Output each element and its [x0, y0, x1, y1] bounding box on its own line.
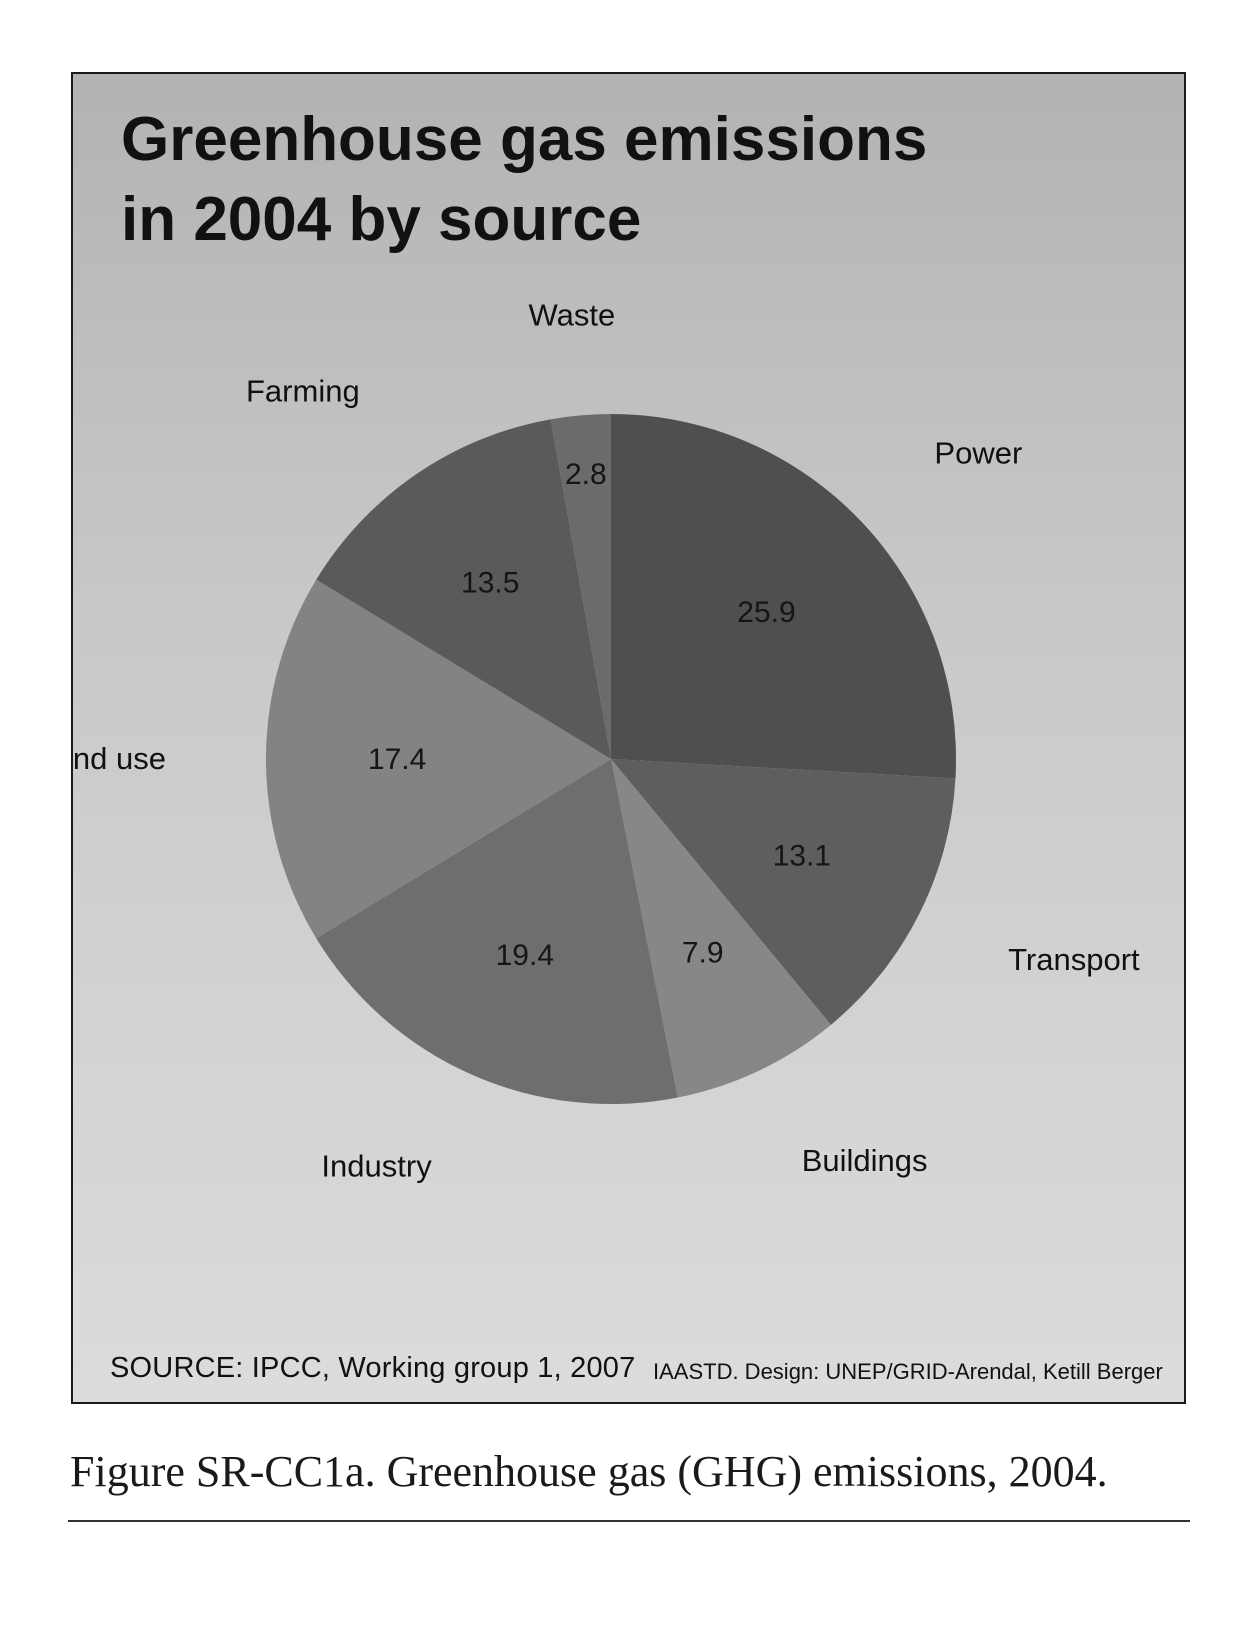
slice-value-label-power: 25.9: [737, 596, 795, 629]
source-note: SOURCE: IPCC, Working group 1, 2007: [110, 1352, 636, 1384]
slice-category-label-buildings: Buildings: [802, 1143, 928, 1178]
slice-category-label-land-use: Land use: [73, 741, 166, 776]
chart-title-line-2: in 2004 by source: [121, 185, 642, 254]
slice-value-label-industry: 19.4: [496, 939, 554, 972]
slice-category-label-power: Power: [934, 435, 1022, 470]
pie-slice-land-use: [266, 579, 611, 939]
pie-slice-farming: [316, 419, 611, 759]
figure-caption: Figure SR-CC1a. Greenhouse gas (GHG) emi…: [70, 1447, 1108, 1496]
slice-category-label-transport: Transport: [1008, 942, 1140, 977]
slice-value-label-waste: 2.8: [565, 458, 607, 491]
chart-title-line-1: Greenhouse gas emissions: [121, 105, 928, 174]
pie-slice-buildings: [611, 759, 831, 1098]
pie-chart: 25.9 Power 13.1 Transport 7.9 Buildings 19.4 In…: [73, 298, 1140, 1184]
caption-divider: [68, 1520, 1190, 1522]
slice-value-label-land-use: 17.4: [368, 743, 426, 776]
pie-slice-power: [611, 414, 957, 779]
chart-title: Greenhouse gas emissions in 2004 by sour…: [121, 100, 1021, 260]
slice-value-label-farming: 13.5: [461, 566, 519, 599]
slice-value-label-buildings: 7.9: [682, 936, 724, 969]
pie-slice-industry: [316, 759, 678, 1104]
slice-category-label-industry: Industry: [321, 1148, 432, 1183]
design-credit: IAASTD. Design: UNEP/GRID-Arendal, Ketil…: [653, 1359, 1163, 1384]
slice-category-label-farming: Farming: [246, 374, 360, 409]
slice-value-label-transport: 13.1: [773, 840, 831, 873]
slice-category-label-waste: Waste: [529, 298, 616, 333]
chart-panel: Greenhouse gas emissions in 2004 by sour…: [71, 72, 1186, 1404]
pie-slice-waste: [550, 414, 611, 759]
pie-slice-transport: [611, 759, 956, 1025]
